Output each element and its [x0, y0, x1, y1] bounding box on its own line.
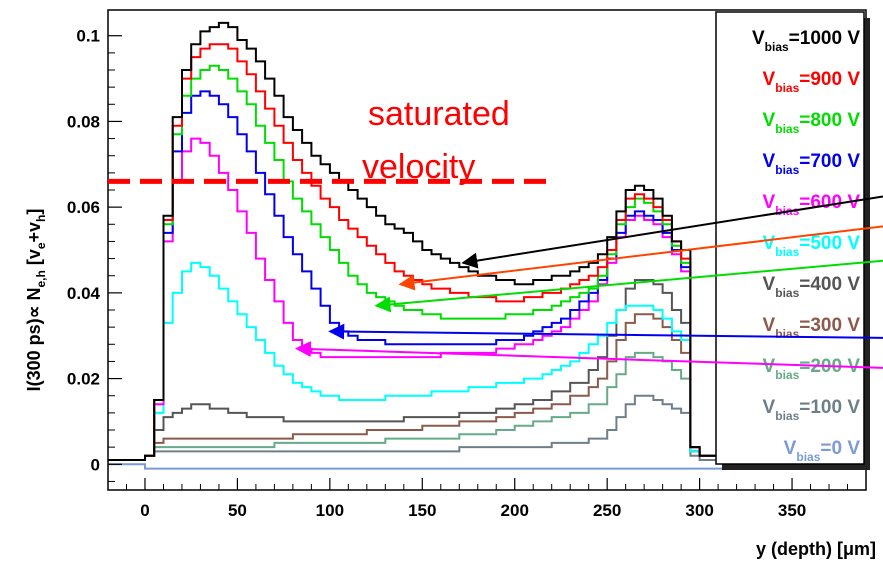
y-axis-title-tail: [v	[24, 249, 44, 270]
y-tick-label-2: 0.04	[67, 284, 101, 303]
y-axis-title-main: I(300 ps)∝ N	[24, 288, 44, 392]
x-tick-label-3: 150	[408, 501, 436, 520]
y-tick-label-0: 0	[91, 455, 100, 474]
y-axis-title-end: ]	[24, 209, 44, 215]
x-tick-label-1: 50	[228, 501, 247, 520]
y-axis-title-mid: +v	[24, 222, 44, 243]
y-tick-label-5: 0.1	[76, 27, 100, 46]
y-tick-label-3: 0.06	[67, 198, 100, 217]
y-tick-label-1: 0.02	[67, 370, 100, 389]
y-axis-title-sub3: h	[34, 215, 48, 222]
x-tick-label-2: 100	[316, 501, 344, 520]
annotation-line2: velocity	[362, 148, 475, 186]
x-tick-label-4: 200	[501, 501, 529, 520]
x-tick-label-6: 300	[685, 501, 713, 520]
annotation-line1: saturated	[368, 95, 510, 133]
x-tick-label-5: 250	[593, 501, 621, 520]
y-tick-label-4: 0.08	[67, 112, 100, 131]
x-axis-title: y (depth) [μm]	[756, 539, 876, 559]
y-axis-title-sub: e,h	[34, 270, 48, 287]
x-tick-label-0: 0	[140, 501, 149, 520]
x-tick-label-7: 350	[778, 501, 806, 520]
y-axis-title: I(300 ps)∝ Ne,h [ve+vh]	[24, 209, 48, 392]
